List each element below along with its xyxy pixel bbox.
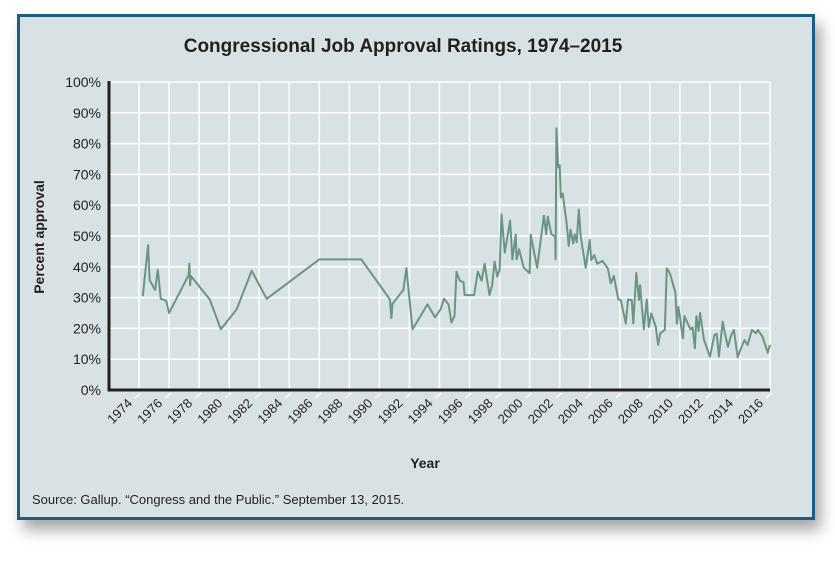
x-tick-label: 1990: [344, 396, 375, 427]
x-tick-label: 2004: [555, 396, 586, 427]
axes: [107, 81, 770, 392]
x-tick-label: 1994: [405, 396, 436, 427]
x-tick-label: 1984: [254, 396, 285, 427]
y-tick-label: 100%: [65, 74, 101, 90]
x-tick-mark: [344, 392, 352, 399]
x-tick-label: 1978: [164, 396, 195, 427]
x-tick-label: 2006: [585, 396, 616, 427]
x-tick-mark: [555, 392, 563, 399]
series-line: [141, 127, 771, 359]
x-tick-label: 1982: [224, 396, 255, 427]
y-tick-label: 30%: [73, 290, 101, 306]
grid: [109, 81, 773, 399]
source-note: Source: Gallup. “Congress and the Public…: [32, 492, 404, 507]
x-tick-mark: [254, 392, 262, 399]
x-tick-label: 1996: [435, 396, 466, 427]
x-tick-mark: [224, 392, 232, 399]
y-tick-label: 20%: [73, 320, 101, 336]
y-tick-label: 10%: [73, 351, 101, 367]
x-tick-mark: [375, 392, 382, 399]
y-axis-label: Percent approval: [31, 180, 47, 294]
chart-title: Congressional Job Approval Ratings, 1974…: [184, 36, 623, 57]
y-tick-label: 70%: [73, 166, 101, 182]
y-tick-label: 90%: [73, 105, 101, 121]
x-tick-mark: [284, 392, 292, 399]
x-tick-mark: [735, 392, 743, 399]
y-tick-label: 40%: [73, 259, 101, 275]
x-tick-mark: [675, 392, 683, 399]
x-axis-label: Year: [410, 455, 440, 471]
x-tick-label: 2014: [705, 396, 736, 427]
y-tick-label: 0%: [81, 382, 101, 398]
x-tick-mark: [134, 392, 142, 399]
x-tick-mark: [495, 392, 502, 399]
x-tick-label: 2016: [735, 396, 766, 427]
y-tick-labels: 0% 10% 20% 30% 40% 50% 60% 70% 80% 90% 100%: [65, 74, 101, 398]
x-tick-label: 1992: [375, 396, 406, 427]
x-tick-mark: [585, 392, 593, 399]
x-tick-label: 1998: [465, 396, 496, 427]
x-tick-label: 2010: [645, 396, 676, 427]
x-tick-label: 1976: [134, 396, 165, 427]
x-tick-mark: [765, 392, 773, 399]
x-tick-mark: [164, 392, 172, 399]
y-tick-label: 50%: [73, 228, 101, 244]
x-tick-labels: 1974197619781980198219841986198819901992…: [104, 396, 766, 427]
x-tick-mark: [435, 392, 442, 399]
x-tick-label: 2002: [525, 396, 556, 427]
y-tick-label: 60%: [73, 197, 101, 213]
x-tick-mark: [705, 392, 713, 399]
x-tick-mark: [615, 392, 623, 399]
y-tick-label: 80%: [73, 136, 101, 152]
x-tick-label: 1974: [104, 396, 135, 427]
x-tick-label: 1986: [284, 396, 315, 427]
x-tick-mark: [194, 392, 202, 399]
x-tick-label: 1988: [314, 396, 345, 427]
x-tick-mark: [525, 392, 533, 399]
x-tick-mark: [314, 392, 322, 399]
x-tick-label: 2008: [615, 396, 646, 427]
x-tick-mark: [645, 392, 653, 399]
x-tick-label: 1980: [194, 396, 225, 427]
x-tick-mark: [405, 392, 412, 399]
x-tick-label: 2012: [675, 396, 706, 427]
x-tick-mark: [465, 392, 472, 399]
x-tick-label: 2000: [495, 396, 526, 427]
